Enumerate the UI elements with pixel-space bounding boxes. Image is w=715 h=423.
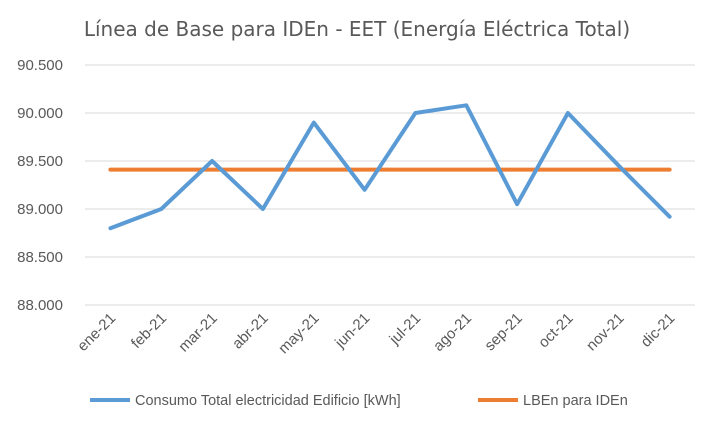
y-tick-label: 89.500 [17,153,63,170]
y-tick-label: 88.000 [17,297,63,314]
x-tick-label: nov-21 [583,310,627,354]
x-tick-label: mar-21 [175,310,221,356]
x-tick-label: oct-21 [535,310,577,352]
y-tick-label: 90.500 [17,57,63,74]
legend-label-lben: LBEn para IDEn [523,393,628,409]
x-tick-label: ene-21 [74,310,119,355]
y-axis-ticks: 88.000 88.500 89.000 89.500 90.000 90.500 [17,57,63,314]
x-tick-label: ago-21 [430,310,475,355]
legend: Consumo Total electricidad Edificio [kWh… [90,393,628,409]
x-axis-ticks: ene-21 feb-21 mar-21 abr-21 may-21 jun-21 jul-… [74,310,678,357]
x-tick-label: may-21 [275,310,322,357]
legend-label-consumo: Consumo Total electricidad Edificio [kWh… [135,393,401,409]
series-lines [108,103,672,231]
chart-title: Línea de Base para IDEn - EET (Energía E… [84,17,630,41]
series-line-consumo [108,103,672,231]
x-tick-label: sep-21 [481,310,525,354]
y-tick-label: 89.000 [17,201,63,218]
x-tick-label: abr-21 [229,310,272,353]
y-tick-label: 88.500 [17,249,63,266]
x-tick-label: jul-21 [386,310,425,349]
y-tick-label: 90.000 [17,105,63,122]
x-tick-label: dic-21 [637,310,678,351]
x-tick-label: jun-21 [331,310,373,352]
x-tick-label: feb-21 [128,310,170,352]
gridlines [85,64,695,306]
